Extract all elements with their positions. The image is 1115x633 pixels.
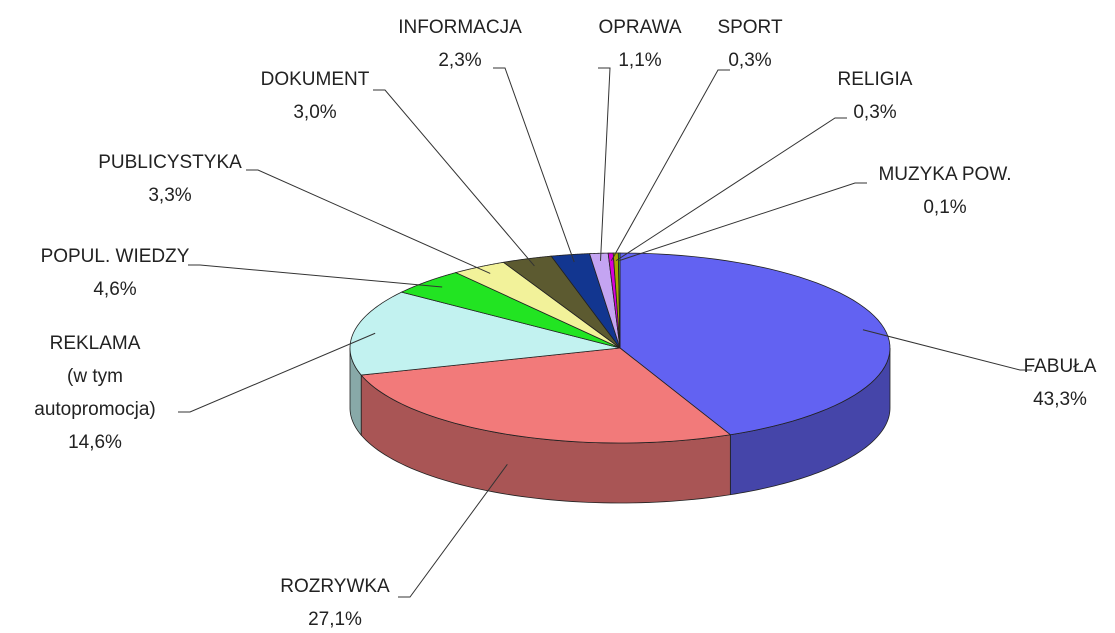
- label-line: ROZRYWKA: [280, 576, 390, 597]
- leader-line: [493, 67, 575, 263]
- label-line: POPUL. WIEDZY: [41, 246, 190, 267]
- category-label: INFORMACJA: [398, 17, 522, 38]
- leader-line: [373, 89, 535, 267]
- value-label: 0,3%: [728, 50, 771, 71]
- label-line: REKLAMA: [50, 333, 141, 354]
- label-line: INFORMACJA: [398, 17, 522, 38]
- value-label: 3,3%: [148, 185, 191, 206]
- slice: [400, 272, 621, 349]
- leader-line: [246, 169, 491, 274]
- label-line: OPRAWA: [598, 17, 681, 38]
- slice: [588, 252, 621, 349]
- slice: [349, 291, 621, 376]
- value-label: 43,3%: [1033, 389, 1087, 410]
- category-label: PUBLICYSTYKA: [98, 152, 242, 173]
- leader-line: [178, 332, 376, 413]
- label-line: autopromocja): [34, 399, 155, 420]
- leader-line: [615, 117, 847, 262]
- pie-sides: [349, 347, 891, 504]
- value-label: 0,1%: [923, 197, 966, 218]
- slice: [360, 347, 732, 444]
- category-label: ROZRYWKA: [280, 576, 390, 597]
- value-label: 2,3%: [438, 50, 481, 71]
- label-line: FABUŁA: [1024, 356, 1097, 377]
- label-line: MUZYKA POW.: [878, 164, 1011, 185]
- value-label: 0,3%: [853, 102, 896, 123]
- value-label: 3,0%: [293, 102, 336, 123]
- value-label: 1,1%: [618, 50, 661, 71]
- category-label: RELIGIA: [838, 69, 913, 90]
- category-label: FABUŁA: [1024, 356, 1097, 377]
- category-label: DOKUMENT: [261, 69, 370, 90]
- leader-line: [619, 182, 867, 262]
- leader-line: [188, 264, 443, 288]
- slice: [617, 252, 621, 349]
- category-label: POPUL. WIEDZY: [41, 246, 190, 267]
- value-label: 4,6%: [93, 279, 136, 300]
- label-line: DOKUMENT: [261, 69, 370, 90]
- label-line: SPORT: [717, 17, 783, 38]
- category-label: MUZYKA POW.: [878, 164, 1011, 185]
- leader-line: [598, 67, 611, 261]
- slice: [550, 253, 621, 349]
- slice: [607, 252, 621, 349]
- value-label: 14,6%: [68, 432, 122, 453]
- label-line: PUBLICYSTYKA: [98, 152, 242, 173]
- leader-line: [862, 329, 1032, 371]
- leader-line: [398, 464, 508, 598]
- label-line: (w tym: [67, 366, 123, 387]
- category-label: OPRAWA: [598, 17, 681, 38]
- label-line: RELIGIA: [838, 69, 913, 90]
- leader-line: [610, 69, 730, 261]
- slice: [502, 255, 621, 349]
- slice: [454, 261, 621, 349]
- category-label: REKLAMA (w tym autopromocja): [34, 333, 155, 420]
- slice: [619, 252, 891, 436]
- category-label: SPORT: [717, 17, 783, 38]
- value-label: 27,1%: [308, 609, 362, 630]
